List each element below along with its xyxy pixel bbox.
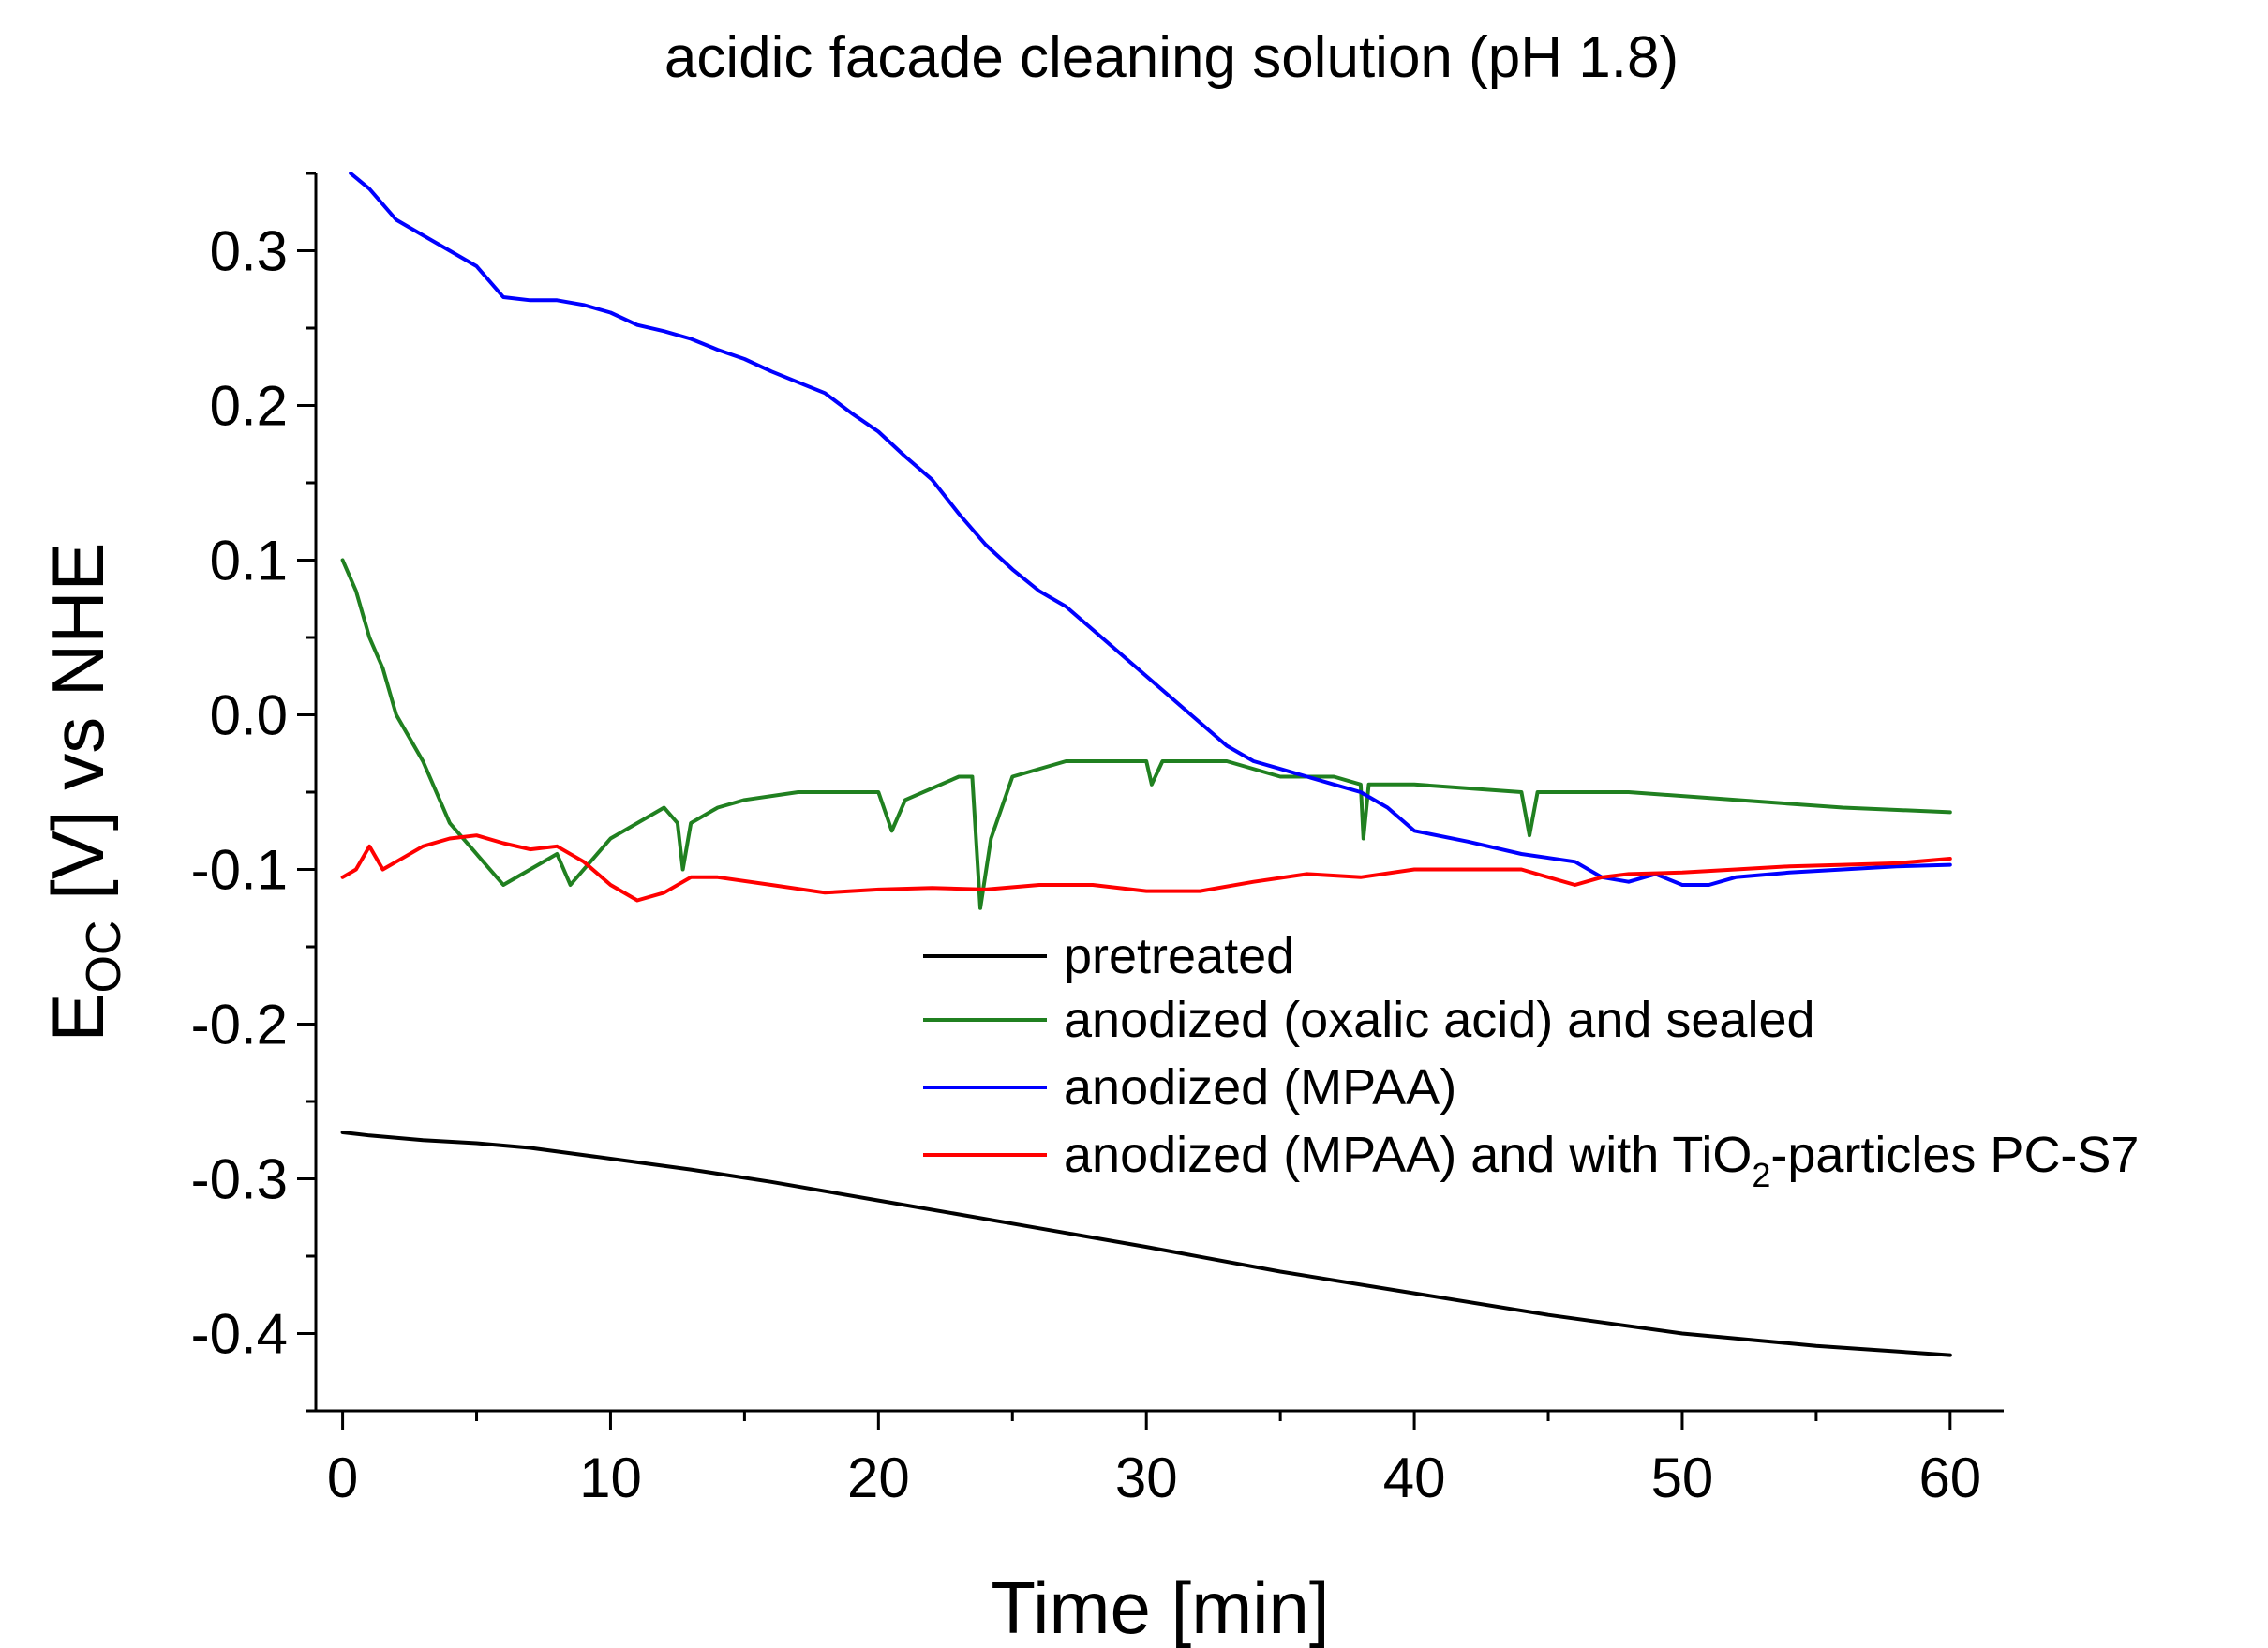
series-line-0 bbox=[340, 1131, 1952, 1357]
series-line-3 bbox=[340, 833, 1952, 903]
x-tick-label: 20 bbox=[847, 1446, 910, 1509]
x-ticks: 0 10 20 30 40 50 60 bbox=[327, 1411, 1981, 1509]
y-tick-label: -0.1 bbox=[191, 839, 288, 902]
y-tick-label: -0.4 bbox=[191, 1303, 288, 1366]
y-axis-title-main: E bbox=[37, 994, 119, 1042]
plot-lines bbox=[340, 172, 1952, 1357]
x-tick-label: 40 bbox=[1383, 1446, 1446, 1509]
x-tick-label: 50 bbox=[1651, 1446, 1714, 1509]
chart-title: acidic facade cleaning solution (pH 1.8) bbox=[664, 25, 1679, 90]
x-tick-label: 0 bbox=[327, 1446, 358, 1509]
legend-label-0: pretreated bbox=[1064, 928, 1294, 984]
x-tick-label: 10 bbox=[579, 1446, 642, 1509]
series-line-1 bbox=[340, 558, 1952, 910]
legend-label-subscript: 2 bbox=[1752, 1156, 1770, 1194]
legend-label-1: anodized (oxalic acid) and sealed bbox=[1064, 992, 1815, 1048]
y-axis-title-rest: [V] vs NHE bbox=[37, 542, 119, 920]
y-tick-label: 0.1 bbox=[210, 530, 288, 592]
y-axis-title: EOC [V] vs NHE bbox=[37, 542, 131, 1041]
y-tick-label: -0.2 bbox=[191, 994, 288, 1056]
legend-label-2: anodized (MPAA) bbox=[1064, 1059, 1456, 1116]
y-axis-title-sub: OC bbox=[77, 921, 131, 994]
x-tick-label: 30 bbox=[1115, 1446, 1178, 1509]
y-tick-label: -0.3 bbox=[191, 1148, 288, 1211]
x-axis-title: Time [min] bbox=[991, 1566, 1329, 1648]
y-tick-label: 0.0 bbox=[210, 684, 288, 747]
y-tick-label: 0.3 bbox=[210, 220, 288, 283]
legend-label-part: anodized (MPAA) and with TiO bbox=[1064, 1127, 1752, 1183]
legend-label-part: -particles PC-S7 bbox=[1770, 1127, 2139, 1183]
y-ticks: -0.4 -0.3 -0.2 -0.1 0.0 0.1 0.2 0.3 bbox=[191, 172, 316, 1413]
x-tick-label: 60 bbox=[1918, 1446, 1981, 1509]
y-tick-label: 0.2 bbox=[210, 375, 288, 438]
legend-label-3: anodized (MPAA) and with TiO2-particles … bbox=[1064, 1127, 2139, 1194]
legend: pretreated anodized (oxalic acid) and sea… bbox=[923, 928, 2139, 1194]
